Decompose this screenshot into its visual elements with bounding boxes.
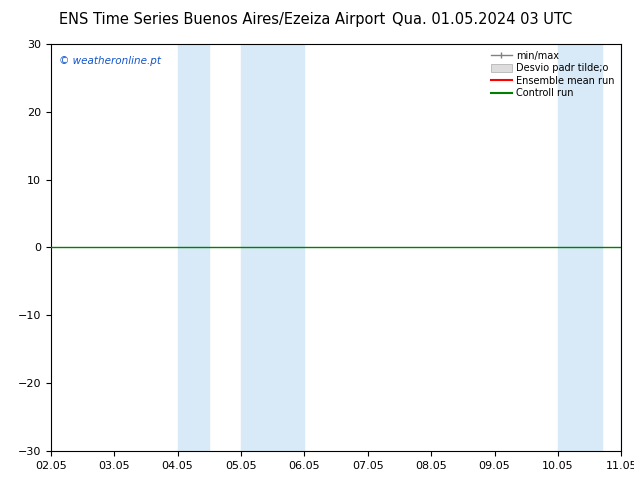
Bar bbox=[621, 44, 634, 451]
Bar bbox=[558, 44, 602, 451]
Text: Qua. 01.05.2024 03 UTC: Qua. 01.05.2024 03 UTC bbox=[392, 12, 572, 27]
Bar bbox=[241, 44, 304, 451]
Text: ENS Time Series Buenos Aires/Ezeiza Airport: ENS Time Series Buenos Aires/Ezeiza Airp… bbox=[59, 12, 385, 27]
Bar bbox=[178, 44, 209, 451]
Legend: min/max, Desvio padr tilde;o, Ensemble mean run, Controll run: min/max, Desvio padr tilde;o, Ensemble m… bbox=[489, 49, 616, 100]
Text: © weatheronline.pt: © weatheronline.pt bbox=[59, 56, 161, 66]
